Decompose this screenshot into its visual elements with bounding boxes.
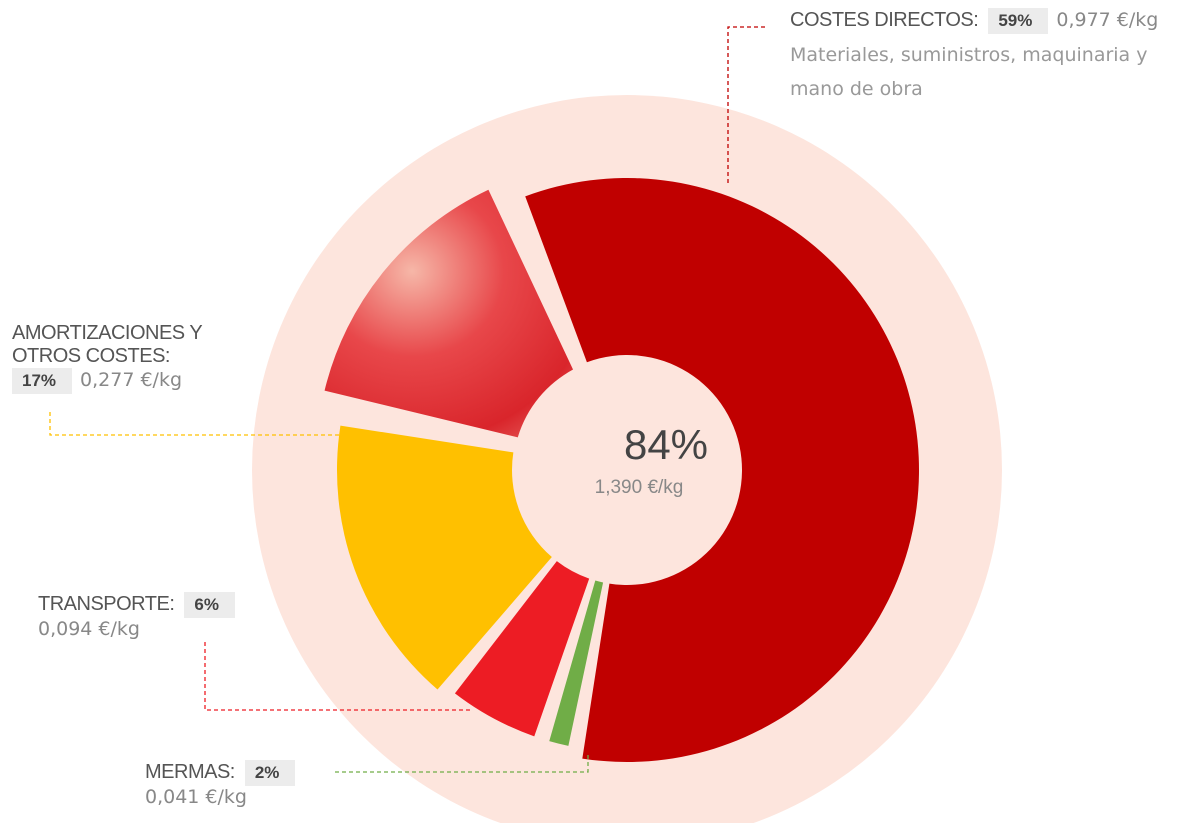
chart: 84% 1,390 €/kg <box>0 0 1196 823</box>
per-kg: 0,977 €/kg <box>1056 9 1158 31</box>
description: Materiales, suministros, maquinaria y ma… <box>790 38 1196 106</box>
category: COSTES DIRECTOS: <box>790 9 978 32</box>
category: TRANSPORTE: <box>38 593 174 616</box>
percent-badge: 2% <box>245 760 296 786</box>
category: MERMAS: <box>145 761 235 784</box>
percent-badge: 17% <box>12 368 72 394</box>
per-kg: 0,041 €/kg <box>145 786 247 808</box>
category: AMORTIZACIONES Y OTROS COSTES: <box>12 322 252 368</box>
per-kg: 0,277 €/kg <box>80 369 182 391</box>
page: {"chart_data": {"type": "donut", "catego… <box>0 0 1196 823</box>
percent-badge: 6% <box>184 592 235 618</box>
per-kg: 0,094 €/kg <box>38 618 140 640</box>
percent-badge: 59% <box>988 8 1048 34</box>
total-per-kg: 1,390 €/kg <box>595 477 684 498</box>
slice-label: TRANSPORTE: 6% 0,094 €/kg <box>38 592 298 640</box>
slice-label: MERMAS: 2%0,041 €/kg <box>145 760 345 808</box>
donut-hole <box>513 356 741 584</box>
total-percent: 84% <box>624 421 708 468</box>
slice-label: AMORTIZACIONES Y OTROS COSTES:17% 0,277 €… <box>12 322 262 394</box>
slice-label: COSTES DIRECTOS: 59% 0,977 €/kg Materiales,… <box>790 8 1196 106</box>
